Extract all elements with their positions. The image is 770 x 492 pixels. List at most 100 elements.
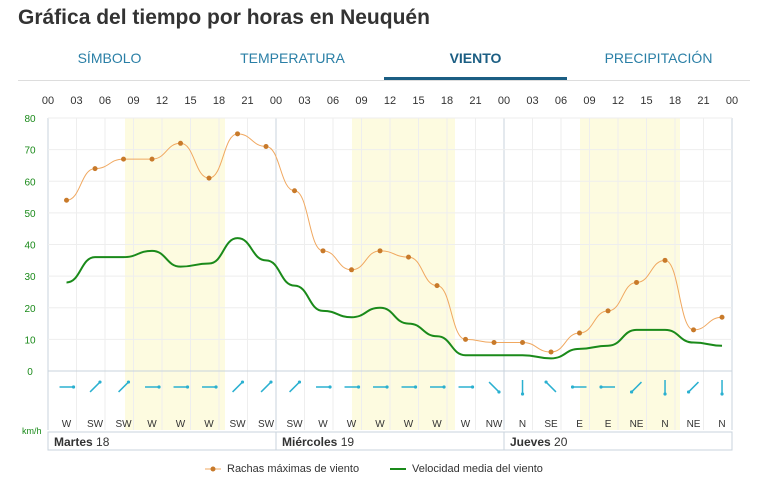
- wind-direction-label: N: [661, 419, 668, 430]
- arrow-head-icon: [356, 385, 361, 389]
- day-label: Jueves 20: [510, 435, 568, 449]
- gust-point: [434, 283, 440, 289]
- wind-direction-label: W: [432, 419, 442, 430]
- daytime-band: [580, 118, 680, 430]
- tab-simbolo[interactable]: SÍMBOLO: [77, 50, 142, 66]
- hour-tick-label: 03: [298, 95, 310, 107]
- wind-direction-arrow-icon: [260, 381, 272, 393]
- y-tick-label: 0: [27, 367, 33, 378]
- gust-point: [92, 166, 98, 172]
- wind-direction-arrow-icon: [545, 381, 557, 393]
- wind-direction-label: W: [62, 419, 72, 430]
- gust-point: [235, 131, 241, 137]
- y-tick-label: 20: [24, 304, 36, 315]
- day-name: Miércoles: [282, 435, 341, 449]
- wind-direction-arrow-icon: [89, 381, 101, 393]
- gust-point: [577, 330, 583, 336]
- wind-direction-label: W: [318, 419, 328, 430]
- hour-tick-label: 06: [99, 95, 111, 107]
- wind-direction-arrow-icon: [631, 381, 643, 393]
- y-tick-label: 30: [24, 272, 36, 283]
- gust-point: [149, 156, 155, 162]
- wind-direction-label: W: [404, 419, 414, 430]
- gust-point: [377, 248, 383, 254]
- y-tick-label: 80: [24, 114, 36, 125]
- wind-direction-label: NE: [687, 419, 701, 430]
- arrow-head-icon: [297, 380, 302, 384]
- wind-direction-label: SW: [87, 419, 104, 430]
- legend-mean[interactable]: Velocidad media del viento: [390, 463, 543, 475]
- hour-tick-label: 15: [640, 95, 652, 107]
- page-title: Gráfica del tiempo por horas en Neuquén: [18, 6, 430, 29]
- y-axis-unit: km/h: [22, 426, 42, 436]
- daytime-band: [125, 118, 225, 430]
- y-tick-label: 50: [24, 209, 36, 220]
- hour-tick-label: 00: [498, 95, 510, 107]
- arrow-head-icon: [629, 390, 634, 394]
- arrow-head-icon: [413, 385, 418, 389]
- gust-point: [548, 349, 554, 355]
- wind-direction-arrow-icon: [232, 381, 244, 393]
- wind-direction-label: W: [375, 419, 385, 430]
- gust-point: [463, 336, 469, 342]
- wind-direction-label: W: [176, 419, 186, 430]
- wind-direction-label: NE: [630, 419, 644, 430]
- wind-direction-label: N: [718, 419, 725, 430]
- legend-gusts[interactable]: Rachas máximas de viento: [205, 463, 359, 475]
- day-number: 19: [341, 435, 355, 449]
- hour-tick-label: 09: [127, 95, 139, 107]
- hour-tick-label: 21: [241, 95, 253, 107]
- gust-point: [320, 248, 326, 254]
- wind-direction-label: NW: [486, 419, 503, 430]
- wind-direction-arrow-icon: [118, 381, 130, 393]
- day-name: Jueves: [510, 435, 554, 449]
- day-number: 18: [96, 435, 110, 449]
- legend-mean-label: Velocidad media del viento: [412, 463, 543, 475]
- hour-tick-label: 18: [213, 95, 225, 107]
- gust-point: [605, 308, 611, 314]
- wind-direction-label: SE: [544, 419, 558, 430]
- mean-wind-line: [66, 237, 723, 360]
- gust-point: [406, 254, 412, 260]
- daytime-band: [352, 118, 455, 430]
- arrow-head-icon: [385, 385, 389, 389]
- y-tick-label: 60: [24, 177, 36, 188]
- hour-tick-label: 21: [697, 95, 709, 107]
- gust-point: [121, 156, 127, 162]
- arrow-head-icon: [599, 385, 603, 389]
- gust-point: [491, 340, 497, 346]
- wind-direction-label: W: [461, 419, 471, 430]
- hour-tick-label: 06: [555, 95, 567, 107]
- y-tick-label: 40: [24, 241, 36, 252]
- hour-tick-label: 12: [384, 95, 396, 107]
- wind-direction-label: SW: [258, 419, 275, 430]
- hour-tick-label: 18: [669, 95, 681, 107]
- y-tick-label: 10: [24, 335, 36, 346]
- arrow-head-icon: [570, 385, 575, 389]
- gust-point: [662, 257, 668, 263]
- gust-point: [206, 175, 212, 181]
- gust-point: [634, 279, 640, 285]
- hour-tick-label: 21: [469, 95, 481, 107]
- arrow-head-icon: [157, 385, 161, 389]
- arrow-head-icon: [442, 385, 446, 389]
- wind-direction-label: E: [576, 419, 583, 430]
- day-row: [47, 431, 733, 451]
- wind-direction-arrow-icon: [289, 381, 301, 393]
- hour-tick-label: 03: [70, 95, 82, 107]
- gust-point: [64, 197, 70, 203]
- day-label: Martes 18: [54, 435, 110, 449]
- tab-precipitacion[interactable]: PRECIPITACIÓN: [604, 50, 713, 66]
- tab-viento[interactable]: VIENTO: [384, 44, 567, 80]
- arrow-head-icon: [185, 385, 190, 389]
- tab-temperatura[interactable]: TEMPERATURA: [240, 50, 345, 66]
- wind-direction-label: SW: [229, 419, 246, 430]
- legend-gusts-label: Rachas máximas de viento: [227, 463, 360, 475]
- wind-direction-label: SW: [115, 419, 132, 430]
- day-number: 20: [554, 435, 568, 449]
- gust-point: [349, 267, 355, 273]
- gust-point: [520, 340, 526, 346]
- wind-direction-arrow-icon: [488, 381, 500, 393]
- hour-tick-label: 15: [184, 95, 196, 107]
